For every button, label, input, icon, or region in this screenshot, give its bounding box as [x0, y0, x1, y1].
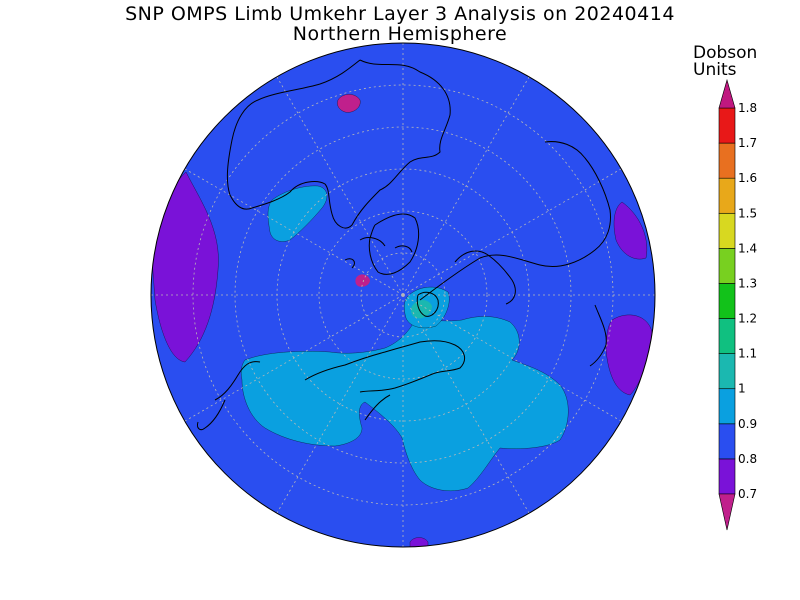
colorbar-segment: [718, 212, 736, 249]
coastline-japan: [589, 304, 607, 367]
colorbar-title-line2: Units: [693, 60, 737, 80]
coastline-iberia: [197, 399, 226, 431]
low-region-east-upper: [613, 201, 647, 260]
colorbar-over-arrow: [718, 78, 736, 109]
colorbar-segment: [718, 142, 736, 179]
colorbar-tick-label: 1.8: [738, 101, 757, 115]
coastline-arctic-islands: [344, 237, 413, 269]
teal-region-pole: [411, 300, 432, 319]
coastline-greenland: [368, 213, 420, 275]
colorbar-segment: [718, 423, 736, 460]
colorbar-tick-label: 0.8: [738, 452, 757, 466]
colorbar-segment: [718, 388, 736, 425]
colorbar-segment: [718, 353, 736, 390]
colorbar-tick-label: 1: [738, 382, 746, 396]
colorbar-segment: [718, 318, 736, 354]
colorbar-tick-label: 1.5: [738, 206, 757, 220]
colorbar-segment: [718, 248, 736, 284]
colorbar-tick-label: 1.7: [738, 136, 757, 150]
colorbar-tick-label: 1.3: [738, 276, 757, 290]
colorbar-tick-label: 1.6: [738, 171, 757, 185]
coastlines: [197, 59, 611, 431]
coastline-africa: [364, 394, 391, 421]
map-subtitle: Northern Hemisphere: [292, 23, 508, 45]
low-region-south: [409, 537, 429, 547]
coastline-europe: [304, 340, 466, 393]
graticule: [151, 43, 655, 547]
mid-region-north: [267, 185, 328, 242]
colorbar-segments: [718, 78, 736, 531]
coastline-west-coast: [214, 361, 261, 401]
map-title: SNP OMPS Limb Umkehr Layer 3 Analysis on…: [125, 3, 675, 25]
map-border: [150, 42, 656, 548]
colorbar-segment: [718, 283, 736, 319]
colorbar-segment: [718, 458, 736, 495]
coastline-pole-islands: [416, 291, 439, 317]
colorbar-tick-label: 1.2: [738, 312, 757, 326]
coastline-siberia: [454, 250, 516, 305]
colorbar-segment: [718, 107, 736, 144]
low-region-north: [337, 94, 361, 113]
colorbar-tick-label: 0.7: [738, 487, 757, 501]
colorbar-segment: [718, 177, 736, 214]
coastline-asia: [419, 141, 611, 301]
colorbar-tick-label: 0.9: [738, 417, 757, 431]
colorbar-tick-label: 1.1: [738, 347, 757, 361]
coastline-north-america: [226, 59, 451, 229]
colorbar-tick-label: 1.4: [738, 241, 757, 255]
colorbar-title-line1: Dobson: [693, 43, 757, 63]
magenta-spot: [355, 274, 370, 287]
colorbar-ticks: 0.7 0.8 0.9 1 1.1 1.2 1.3 1.4 1.5 1.6 1.7 1.8: [738, 101, 757, 501]
colorbar-under-arrow: [718, 493, 736, 531]
